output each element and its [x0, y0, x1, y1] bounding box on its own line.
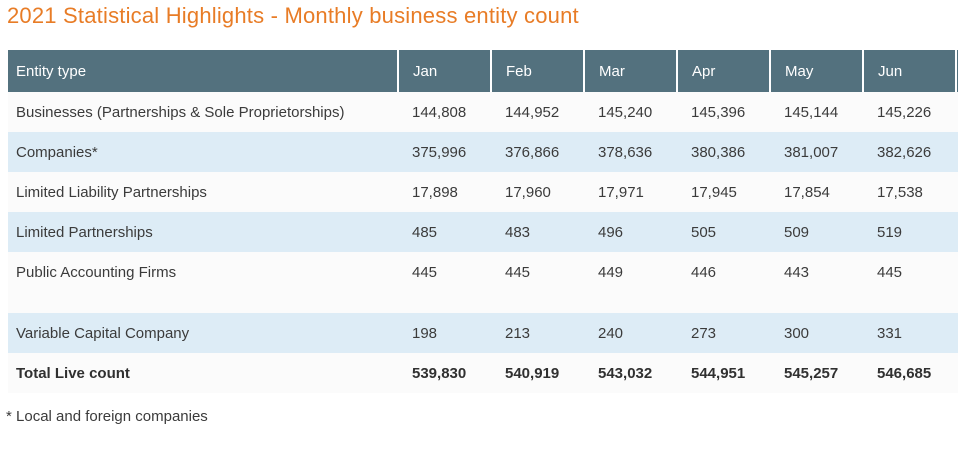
value-cell: 445	[491, 252, 584, 292]
page: 2021 Statistical Highlights - Monthly bu…	[6, 3, 958, 425]
entity-label: Public Accounting Firms	[8, 252, 398, 292]
value-cell: 445	[863, 252, 956, 292]
value-cell: 519	[863, 212, 956, 252]
row-sliver	[956, 172, 958, 212]
value-cell: 145,396	[677, 92, 770, 132]
row-sliver	[956, 252, 958, 292]
value-cell: 145,226	[863, 92, 956, 132]
value-cell: 449	[584, 252, 677, 292]
value-cell: 378,636	[584, 132, 677, 172]
value-cell: 17,960	[491, 172, 584, 212]
value-cell: 17,854	[770, 172, 863, 212]
entity-label: Businesses (Partnerships & Sole Propriet…	[8, 92, 398, 132]
value-cell: 380,386	[677, 132, 770, 172]
value-cell: 544,951	[677, 353, 770, 393]
value-cell: 545,257	[770, 353, 863, 393]
value-cell: 445	[398, 252, 491, 292]
entity-count-table-wrap: Entity type Jan Feb Mar Apr May Jun Busi…	[8, 50, 958, 393]
value-cell: 240	[584, 313, 677, 353]
table-row-paf: Public Accounting Firms 445 445 449 446 …	[8, 252, 958, 292]
row-sliver	[956, 92, 958, 132]
row-sliver	[956, 313, 958, 353]
value-cell: 382,626	[863, 132, 956, 172]
entity-label: Companies*	[8, 132, 398, 172]
column-header-jan: Jan	[397, 50, 491, 92]
value-cell: 17,945	[677, 172, 770, 212]
value-cell: 496	[584, 212, 677, 252]
column-header-jun: Jun	[862, 50, 956, 92]
value-cell: 145,240	[584, 92, 677, 132]
header-row: Entity type Jan Feb Mar Apr May Jun	[8, 50, 958, 92]
value-cell: 376,866	[491, 132, 584, 172]
column-header-feb: Feb	[490, 50, 584, 92]
table-row-total: Total Live count 539,830 540,919 543,032…	[8, 353, 958, 393]
value-cell: 145,144	[770, 92, 863, 132]
table-header: Entity type Jan Feb Mar Apr May Jun	[8, 50, 958, 92]
value-cell: 17,898	[398, 172, 491, 212]
page-title: 2021 Statistical Highlights - Monthly bu…	[7, 3, 579, 28]
value-cell: 443	[770, 252, 863, 292]
value-cell: 144,808	[398, 92, 491, 132]
value-cell: 540,919	[491, 353, 584, 393]
column-header-mar: Mar	[583, 50, 677, 92]
column-header-entity-type: Entity type	[8, 50, 398, 92]
value-cell: 509	[770, 212, 863, 252]
value-cell: 331	[863, 313, 956, 353]
entity-count-table: Entity type Jan Feb Mar Apr May Jun Busi…	[8, 50, 958, 393]
value-cell: 17,538	[863, 172, 956, 212]
value-cell: 446	[677, 252, 770, 292]
column-header-may: May	[769, 50, 863, 92]
entity-label: Limited Liability Partnerships	[8, 172, 398, 212]
value-cell: 539,830	[398, 353, 491, 393]
value-cell: 485	[398, 212, 491, 252]
table-row-companies: Companies* 375,996 376,866 378,636 380,3…	[8, 132, 958, 172]
row-sliver	[956, 353, 958, 393]
entity-label: Variable Capital Company	[8, 313, 398, 353]
value-cell: 381,007	[770, 132, 863, 172]
cutoff-column-sliver	[955, 50, 958, 92]
row-sliver	[956, 212, 958, 252]
table-row-lp: Limited Partnerships 485 483 496 505 509…	[8, 212, 958, 252]
value-cell: 144,952	[491, 92, 584, 132]
entity-label: Limited Partnerships	[8, 212, 398, 252]
entity-label: Total Live count	[8, 353, 398, 393]
column-header-apr: Apr	[676, 50, 770, 92]
value-cell: 213	[491, 313, 584, 353]
table-row-llp: Limited Liability Partnerships 17,898 17…	[8, 172, 958, 212]
value-cell: 505	[677, 212, 770, 252]
row-sliver	[956, 132, 958, 172]
value-cell: 273	[677, 313, 770, 353]
spacer-row	[8, 292, 958, 313]
footnote: * Local and foreign companies	[6, 408, 208, 425]
value-cell: 483	[491, 212, 584, 252]
value-cell: 300	[770, 313, 863, 353]
value-cell: 198	[398, 313, 491, 353]
value-cell: 375,996	[398, 132, 491, 172]
value-cell: 546,685	[863, 353, 956, 393]
value-cell: 17,971	[584, 172, 677, 212]
value-cell: 543,032	[584, 353, 677, 393]
table-row-vcc: Variable Capital Company 198 213 240 273…	[8, 313, 958, 353]
table-row-businesses: Businesses (Partnerships & Sole Propriet…	[8, 92, 958, 132]
